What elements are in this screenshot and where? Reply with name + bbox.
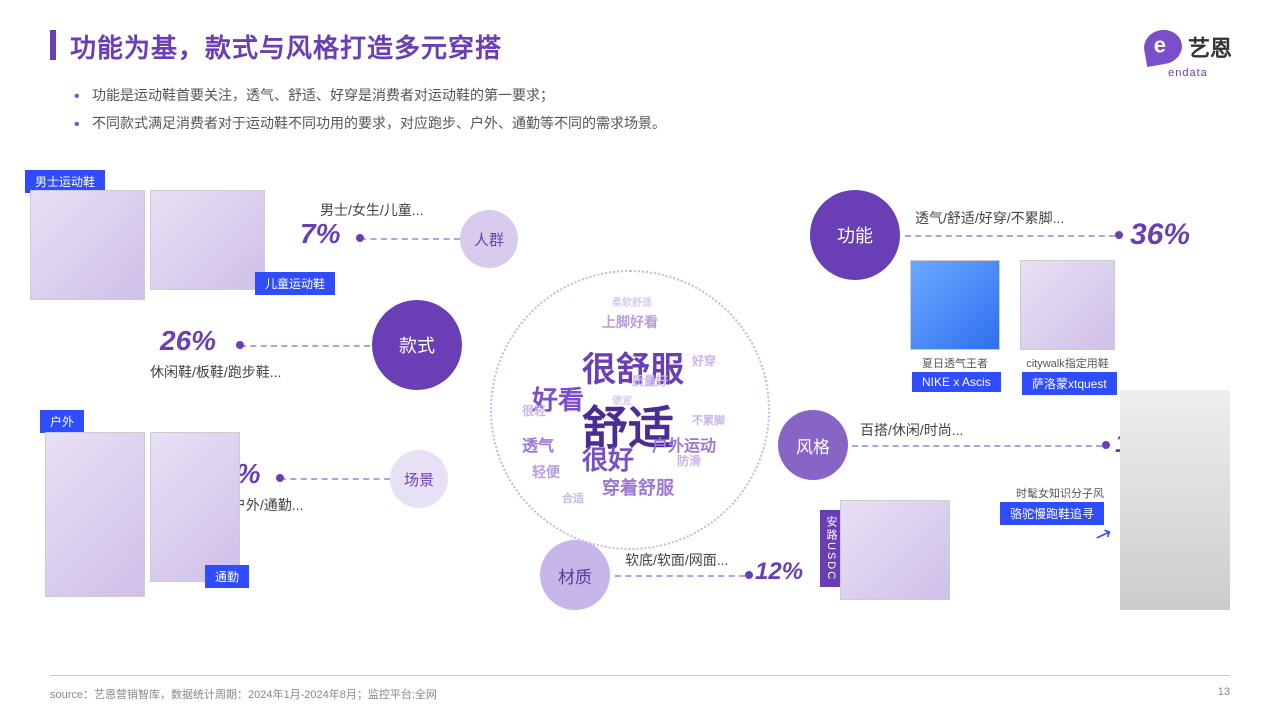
connector-dot <box>1115 231 1123 239</box>
detail-function: 透气/舒适/好穿/不累脚... <box>915 208 1064 228</box>
wordcloud-word: 很轻 <box>522 402 546 419</box>
caption-salomon: citywalk指定用鞋 <box>1015 355 1120 371</box>
tag-camel: 骆驼慢跑鞋追寻 <box>1000 502 1104 525</box>
page-number: 13 <box>1218 686 1230 702</box>
connector <box>280 478 390 480</box>
brand-name: 艺恩 <box>1188 31 1232 63</box>
bullet-item: 功能是运动鞋首要关注，透气、舒适、好穿是消费者对运动鞋的第一要求； <box>74 81 1230 109</box>
bullet-list: 功能是运动鞋首要关注，透气、舒适、好穿是消费者对运动鞋的第一要求； 不同款式满足… <box>74 81 1230 137</box>
brand-sub: endata <box>1144 67 1232 79</box>
tag-commute: 通勤 <box>205 565 249 588</box>
tag-nike: NIKE x Ascis <box>912 372 1001 392</box>
connector <box>360 238 460 240</box>
detail-people: 男士/女生/儿童... <box>320 200 423 220</box>
photo-outdoor <box>45 432 145 597</box>
tag-anlu: 安路USDC <box>820 510 842 587</box>
bubble-scene: 场景 <box>390 450 448 508</box>
tag-salomon: 萨洛蒙xtquest <box>1022 372 1117 395</box>
detail-look: 百搭/休闲/时尚... <box>860 420 963 440</box>
bubble-style: 款式 <box>372 300 462 390</box>
bubble-material: 材质 <box>540 540 610 610</box>
photo-fashion-woman <box>1120 390 1230 610</box>
title-accent <box>50 30 56 60</box>
caption-camel: 时髦女知识分子风 <box>995 485 1125 501</box>
bubble-look: 风格 <box>778 410 848 480</box>
photo-mens <box>30 190 145 300</box>
wordcloud: 舒适很舒服好看很好穿着舒服户外运动上脚好看透气轻便质量好防滑好穿不累脚柔软舒适很… <box>490 270 770 550</box>
wordcloud-word: 很好 <box>582 440 634 477</box>
wordcloud-word: 质量好 <box>632 372 668 389</box>
wordcloud-word: 透气 <box>522 432 554 456</box>
brand-logo: 艺恩 endata <box>1144 30 1232 79</box>
photo-anlu <box>840 500 950 600</box>
connector <box>905 235 1115 237</box>
tag-kids: 儿童运动鞋 <box>255 272 335 295</box>
connector <box>615 575 745 577</box>
connector-dot <box>236 341 244 349</box>
wordcloud-word: 柔软舒适 <box>612 294 652 309</box>
wordcloud-word: 穿着舒服 <box>602 474 674 500</box>
wordcloud-word: 便宜 <box>612 392 632 407</box>
connector-dot <box>356 234 364 242</box>
pct-function: 36% <box>1130 218 1190 252</box>
bubble-people: 人群 <box>460 210 518 268</box>
photo-salomon <box>1020 260 1115 350</box>
diagram-canvas: 舒适很舒服好看很好穿着舒服户外运动上脚好看透气轻便质量好防滑好穿不累脚柔软舒适很… <box>0 160 1280 650</box>
photo-commute <box>150 432 240 582</box>
detail-material: 软底/软面/网面... <box>625 550 728 570</box>
footer-source: source：艺恩营销智库，数据统计周期：2024年1月-2024年8月；监控平… <box>50 686 437 702</box>
pct-material: 12% <box>755 558 803 586</box>
wordcloud-word: 不累脚 <box>692 412 725 428</box>
slide: 功能为基，款式与风格打造多元穿搭 艺恩 endata 功能是运动鞋首要关注，透气… <box>0 0 1280 720</box>
connector-dot <box>745 571 753 579</box>
connector <box>852 445 1102 447</box>
photo-nike <box>910 260 1000 350</box>
connector-dot <box>276 474 284 482</box>
title-bar: 功能为基，款式与风格打造多元穿搭 <box>50 28 1230 65</box>
wordcloud-word: 防滑 <box>677 452 701 469</box>
wordcloud-word: 合适 <box>562 490 584 506</box>
photo-kids <box>150 190 265 290</box>
connector <box>240 345 370 347</box>
slide-title: 功能为基，款式与风格打造多元穿搭 <box>70 28 502 65</box>
wordcloud-word: 好穿 <box>692 352 716 369</box>
logo-icon <box>1141 27 1184 67</box>
bubble-function: 功能 <box>810 190 900 280</box>
wordcloud-word: 上脚好看 <box>602 312 658 332</box>
bullet-item: 不同款式满足消费者对于运动鞋不同功用的要求，对应跑步、户外、通勤等不同的需求场景… <box>74 109 1230 137</box>
connector-dot <box>1102 441 1110 449</box>
pct-people: 7% <box>300 218 340 250</box>
pct-style: 26% <box>160 325 216 357</box>
wordcloud-word: 轻便 <box>532 462 560 482</box>
detail-style: 休闲鞋/板鞋/跑步鞋... <box>150 362 281 382</box>
footer: source：艺恩营销智库，数据统计周期：2024年1月-2024年8月；监控平… <box>50 675 1230 702</box>
caption-nike: 夏日透气王者 <box>910 355 1000 371</box>
tag-outdoor: 户外 <box>40 410 84 433</box>
